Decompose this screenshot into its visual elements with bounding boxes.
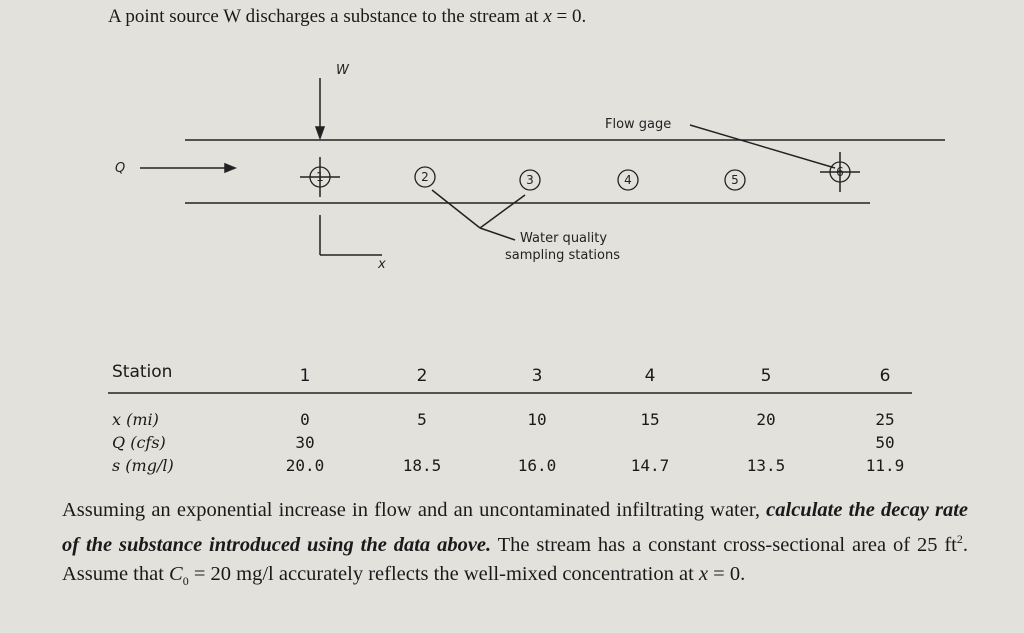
station-circle — [519, 169, 541, 191]
table-cell: x (mi) — [112, 410, 159, 429]
table-cell: 25 — [875, 410, 895, 429]
table-cell: 2 — [416, 366, 428, 386]
text: . Assume that — [62, 533, 968, 585]
station-circle — [829, 161, 851, 183]
table-cell: 10 — [527, 410, 547, 429]
table-cell: 50 — [875, 433, 895, 452]
table-cell: 16.0 — [517, 456, 557, 475]
table-cell: 20.0 — [285, 456, 325, 475]
table-cell: 4 — [644, 366, 656, 386]
table-cell: 6 — [879, 366, 891, 386]
source-label: W — [336, 63, 350, 78]
sampling-label: sampling stations — [505, 248, 620, 263]
text: x — [543, 6, 552, 27]
station-label: 2 — [421, 170, 429, 184]
table-cell: 30 — [295, 433, 315, 452]
station-label: 3 — [526, 173, 534, 187]
station-circle — [724, 169, 746, 191]
table-cell: 1 — [299, 366, 311, 386]
text: 2 — [956, 532, 963, 546]
table-cell: 13.5 — [746, 456, 786, 475]
station-label: 5 — [731, 173, 739, 187]
table-cell: 14.7 — [630, 456, 670, 475]
table-cell: s (mg/l) — [112, 456, 174, 475]
table-cell: 20 — [756, 410, 776, 429]
header: A point source W discharges a substance … — [108, 6, 586, 28]
text: The stream has a constant cross-sectiona… — [491, 533, 957, 556]
table-cell: 11.9 — [865, 456, 905, 475]
flow-gage-label: Flow gage — [605, 117, 671, 132]
station-label: 1 — [316, 170, 324, 184]
sampling-label: Water quality — [520, 231, 607, 246]
table-cell: Station — [112, 362, 173, 382]
table: Station 1 2 3 4 5 6 x (mi) 0 5 10 15 20 25 Q (cfs) 30 50… — [112, 362, 905, 475]
problem: Assuming an exponential increase in flow… — [62, 496, 968, 596]
table-cell: 15 — [640, 410, 660, 429]
text: = 0. — [551, 6, 587, 27]
text: = 20 mg/l accurately reflects the well-m… — [188, 562, 699, 585]
axis-label: x — [377, 257, 386, 272]
table-cell: 5 — [417, 410, 427, 429]
station-circle — [309, 166, 331, 188]
table-cell: 18.5 — [402, 456, 442, 475]
text: C — [169, 562, 183, 585]
station-label: 4 — [624, 173, 632, 187]
station-label: 6 — [836, 165, 844, 179]
table-cell: 0 — [300, 410, 310, 429]
text: A point source W discharges a substance … — [108, 6, 544, 27]
table-cell: 3 — [531, 366, 543, 386]
text: 0 — [182, 573, 189, 588]
table-cell: Q (cfs) — [112, 433, 166, 452]
text: Assuming an exponential increase in flow… — [62, 499, 767, 521]
flow-label: Q — [115, 161, 125, 176]
station-circle — [414, 166, 436, 188]
station-circle — [617, 169, 639, 191]
text: = 0. — [708, 562, 746, 585]
text: calculate the decay rate of the substanc… — [62, 499, 968, 556]
text: x — [698, 562, 709, 585]
table-cell: 5 — [760, 366, 772, 386]
